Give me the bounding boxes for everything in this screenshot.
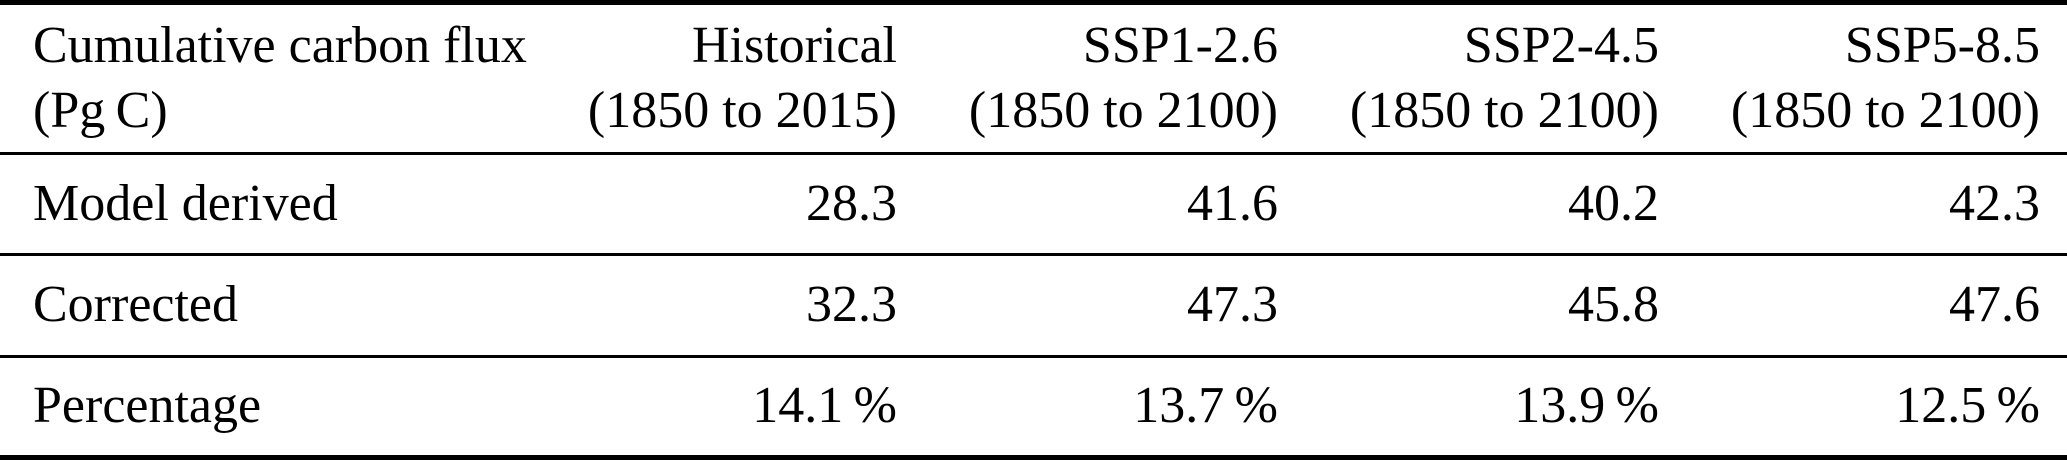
- col-header-period: (1850 to 2100): [968, 81, 1278, 139]
- table-title-line1: Cumulative carbon flux: [33, 17, 527, 75]
- cell-model-derived-ssp126: 41.6: [924, 153, 1305, 257]
- cell-percentage-ssp585: 12.5 %: [1895, 377, 2040, 435]
- cell-model-derived-historical: 28.3: [543, 153, 924, 257]
- row-model-derived: Model derived 28.3 41.6 40.2 42.3: [0, 153, 2067, 257]
- cell-corrected-ssp126: 47.3: [924, 254, 1305, 358]
- cell-corrected-ssp245: 45.8: [1305, 254, 1686, 358]
- col-header-name: Historical: [691, 17, 897, 75]
- cell-percentage-historical: 14.1 %: [752, 377, 897, 435]
- cell-model-derived-ssp245: 40.2: [1305, 153, 1686, 257]
- cell-percentage-ssp126: 13.7 %: [1133, 377, 1278, 435]
- row-label: Model derived: [0, 153, 543, 257]
- cell-percentage-ssp245: 13.9 %: [1514, 377, 1659, 435]
- row-label: Corrected: [0, 254, 543, 358]
- table-title-unit: (Pg C): [33, 81, 168, 139]
- col-header-historical: Historical (1850 to 2015): [543, 2, 924, 155]
- col-header-ssp126: SSP1-2.6 (1850 to 2100): [924, 2, 1305, 155]
- col-header-name: SSP2-4.5: [1463, 17, 1659, 75]
- col-header-name: SSP1-2.6: [1082, 17, 1278, 75]
- cell-corrected-historical: 32.3: [543, 254, 924, 358]
- row-percentage: Percentage 14.1 % 13.7 % 13.9 % 12.5 %: [0, 356, 2067, 457]
- col-header-ssp585: SSP5-8.5 (1850 to 2100): [1686, 2, 2067, 155]
- table-title-cell: Cumulative carbon flux (Pg C): [0, 2, 543, 155]
- cell-model-derived-ssp585: 42.3: [1686, 153, 2067, 257]
- header-row: Cumulative carbon flux (Pg C) Historical…: [0, 2, 2067, 155]
- row-label: Percentage: [33, 377, 262, 435]
- row-corrected: Corrected 32.3 47.3 45.8 47.6: [0, 254, 2067, 358]
- col-header-name: SSP5-8.5: [1844, 17, 2040, 75]
- col-header-period: (1850 to 2100): [1730, 81, 2040, 139]
- col-header-period: (1850 to 2015): [587, 81, 897, 139]
- col-header-period: (1850 to 2100): [1349, 81, 1659, 139]
- cell-corrected-ssp585: 47.6: [1686, 254, 2067, 358]
- col-header-ssp245: SSP2-4.5 (1850 to 2100): [1305, 2, 1686, 155]
